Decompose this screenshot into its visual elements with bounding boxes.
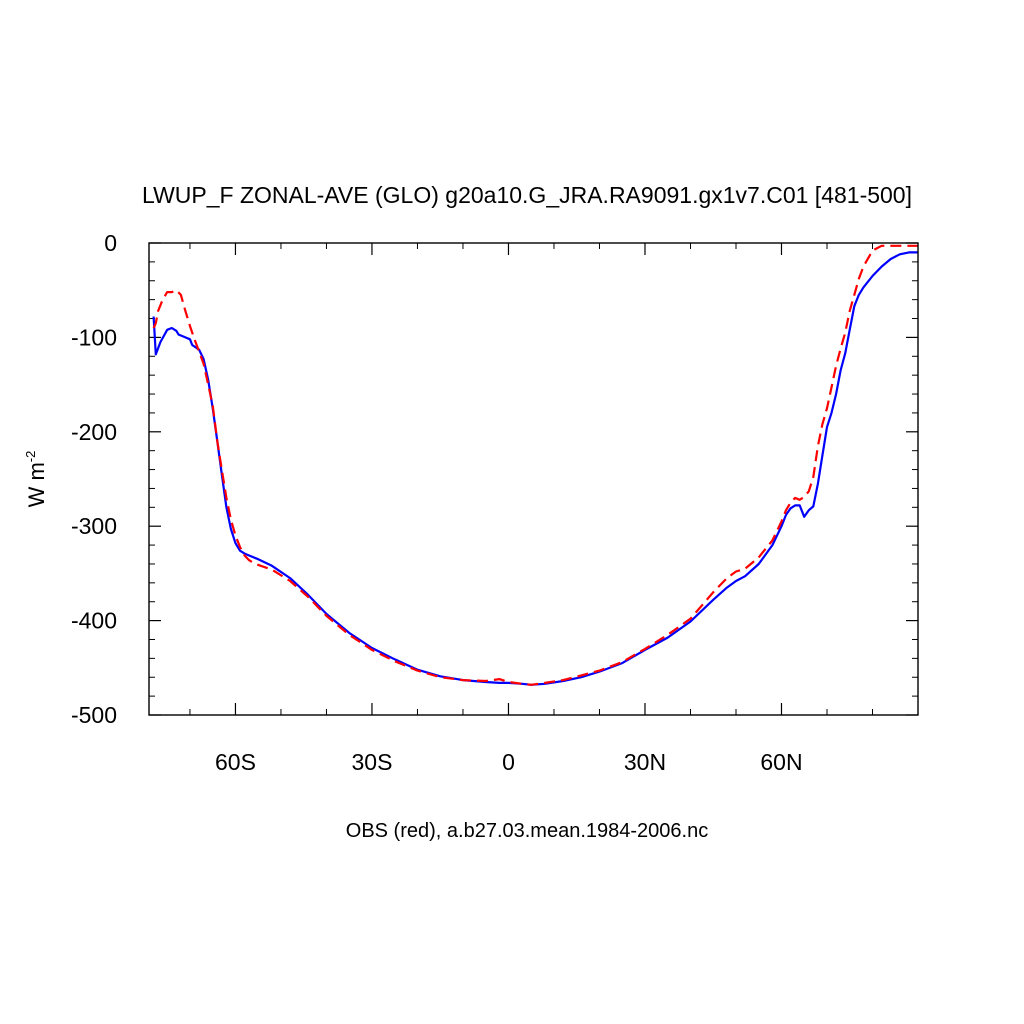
x-tick-labels: 60S 30S 0 30N 60N [215,749,803,775]
x-tick-label: 30S [351,749,392,775]
x-tick-label: 60S [215,749,256,775]
chart-caption: OBS (red), a.b27.03.mean.1984-2006.nc [346,820,708,842]
major-ticks [149,242,918,716]
series-layer [152,244,918,686]
x-tick-label: 30N [624,749,666,775]
obs-series-line [152,244,918,686]
x-tick-label: 0 [502,749,515,775]
y-tick-label: 0 [104,230,117,256]
y-tick-labels: 0 -100 -200 -300 -400 -500 [71,230,117,728]
y-axis-label-superscript: -2 [23,451,38,463]
y-tick-label: -200 [71,419,117,445]
y-tick-label: -500 [71,702,117,728]
minor-ticks [149,243,918,715]
y-tick-label: -300 [71,513,117,539]
plot-frame [148,242,919,716]
model-series-line [152,251,918,686]
y-axis-label: W m-2 [23,451,49,508]
y-tick-label: -400 [71,608,117,634]
y-tick-label: -100 [71,324,117,350]
chart-title: LWUP_F ZONAL-AVE (GLO) g20a10.G_JRA.RA90… [142,182,912,208]
x-tick-label: 60N [760,749,802,775]
y-axis-label-base: W m [24,462,49,507]
